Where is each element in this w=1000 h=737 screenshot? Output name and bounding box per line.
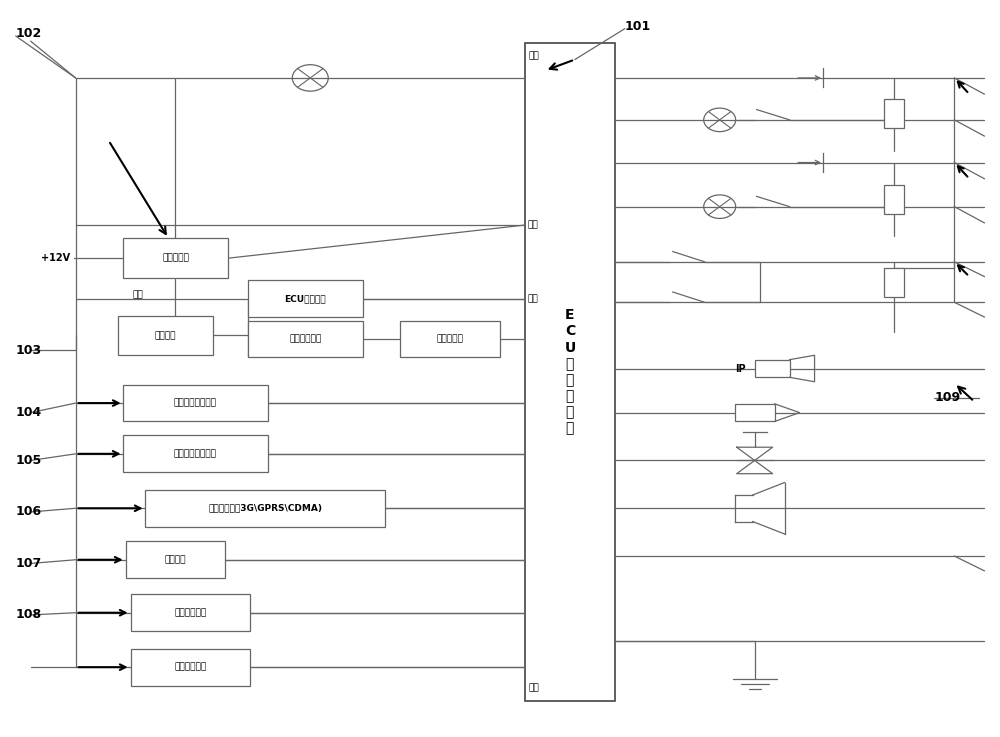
Bar bbox=[118, 316, 213, 354]
Bar bbox=[126, 542, 225, 578]
Text: 109: 109 bbox=[934, 391, 961, 405]
Text: 供电: 供电 bbox=[528, 220, 539, 229]
Text: ECU备用电源: ECU备用电源 bbox=[284, 294, 326, 303]
Text: E
C
U
中
央
处
理
器: E C U 中 央 处 理 器 bbox=[564, 308, 576, 436]
Text: 信号控制模块: 信号控制模块 bbox=[174, 608, 207, 617]
Bar bbox=[884, 184, 904, 214]
Text: 点火备用电源: 点火备用电源 bbox=[289, 335, 321, 343]
Text: 108: 108 bbox=[16, 609, 42, 621]
Bar bbox=[131, 649, 250, 685]
Bar bbox=[884, 99, 904, 128]
Text: 107: 107 bbox=[16, 557, 42, 570]
Bar bbox=[123, 436, 268, 472]
Bar bbox=[131, 594, 250, 631]
Text: 充电: 充电 bbox=[133, 290, 143, 299]
Text: 备用电源: 备用电源 bbox=[155, 331, 176, 340]
Bar bbox=[735, 404, 775, 422]
Bar bbox=[400, 321, 500, 357]
Text: 接地: 接地 bbox=[529, 683, 540, 692]
Text: IP: IP bbox=[735, 363, 745, 374]
Bar bbox=[123, 238, 228, 279]
Bar bbox=[884, 268, 904, 297]
Text: 有线网络视频模块: 有线网络视频模块 bbox=[174, 450, 217, 458]
Text: 103: 103 bbox=[16, 343, 42, 357]
Text: 102: 102 bbox=[16, 27, 42, 41]
Text: 104: 104 bbox=[16, 406, 42, 419]
Text: +12V: +12V bbox=[41, 253, 70, 263]
Bar bbox=[145, 490, 385, 527]
Text: 自检: 自检 bbox=[529, 52, 540, 60]
Bar bbox=[525, 43, 615, 701]
Text: 数据储存模块: 数据储存模块 bbox=[174, 663, 207, 671]
Text: 无线数据模块3G\GPRS\CDMA): 无线数据模块3G\GPRS\CDMA) bbox=[208, 504, 322, 513]
Bar bbox=[248, 280, 363, 317]
Text: 直流稳压器: 直流稳压器 bbox=[162, 254, 189, 262]
Text: 直流升压器: 直流升压器 bbox=[437, 335, 464, 343]
Text: 106: 106 bbox=[16, 506, 42, 518]
Text: 通信模块: 通信模块 bbox=[165, 555, 186, 565]
Text: 101: 101 bbox=[625, 20, 651, 33]
Bar bbox=[755, 360, 790, 377]
Bar bbox=[248, 321, 363, 357]
Text: 105: 105 bbox=[16, 454, 42, 467]
Text: 供电: 供电 bbox=[528, 294, 539, 303]
Bar bbox=[123, 385, 268, 422]
Text: 无线网络视频模块: 无线网络视频模块 bbox=[174, 399, 217, 408]
